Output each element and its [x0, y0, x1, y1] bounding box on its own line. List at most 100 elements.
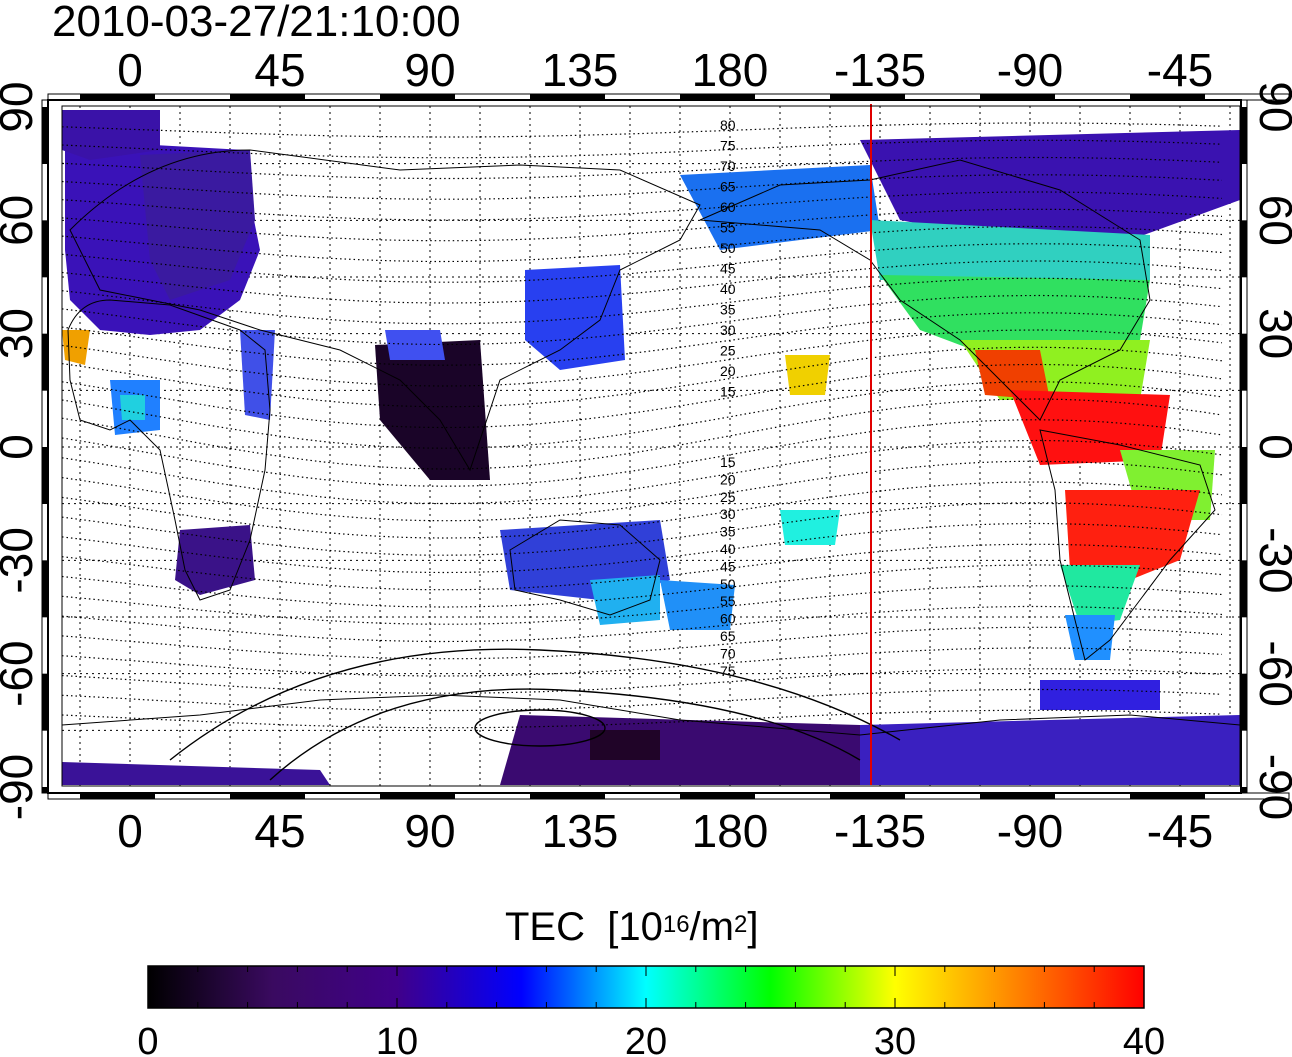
frame-bar-segment: [230, 94, 305, 100]
lon-tick-label-bottom: -45: [1147, 805, 1213, 857]
frame-bar-segment: [380, 793, 455, 799]
lon-tick-label-bottom: 45: [254, 805, 305, 857]
tec-region-east-africa: [240, 330, 275, 420]
coast-africa: [67, 299, 271, 601]
contour-label: 65: [720, 179, 736, 195]
tec-data-layer: [62, 110, 1240, 785]
frame-bar-segment: [42, 107, 48, 164]
tec-region-india: [375, 340, 490, 480]
contour-labels: 8075706560555045403530252015152025303540…: [720, 117, 736, 679]
contour-label: 55: [720, 220, 736, 236]
frame-bar-segment: [980, 793, 1055, 799]
colorbar-title-exp: 16: [662, 911, 690, 938]
contour-label: 50: [720, 240, 736, 256]
lat-tick-label-left: 0: [0, 434, 42, 460]
colorbar-ticks: [147, 966, 1145, 1008]
contour-line: [61, 329, 1223, 387]
tec-region-alaska: [680, 165, 880, 250]
left-latitude-labels: 90 60 30 0 -30 -60 -90: [0, 81, 42, 820]
contour-line: [61, 522, 1223, 574]
coast-north-america: [699, 159, 1151, 421]
contour-line: [61, 709, 1223, 729]
frame-bar-segment: [1241, 447, 1247, 504]
contour-line: [61, 668, 1223, 694]
lat-tick-label-right: 60: [1250, 195, 1292, 246]
frame-bar: [47, 792, 1290, 800]
frame-bar-segment: [42, 560, 48, 618]
contour-line: [61, 346, 1223, 408]
contour-line: [61, 564, 1223, 608]
contour-line: [61, 243, 1223, 283]
tec-region-argentina: [1060, 565, 1140, 625]
frame-bar-segment: [1241, 220, 1247, 278]
lon-tick-label-top: 90: [404, 44, 455, 96]
colorbar-title-main: TEC: [505, 905, 585, 949]
pole-contour-outer: [269, 688, 861, 781]
timestamp-title: 2010-03-27/21:10:00: [52, 0, 461, 46]
frame-bar-segment: [830, 94, 905, 100]
lon-tick-label-top: 45: [254, 44, 305, 96]
pole-contour-inner: [474, 709, 606, 747]
frame-bar-segment: [1241, 333, 1247, 391]
contour-line: [61, 174, 1223, 200]
colorbar-tick-label: 0: [137, 1021, 158, 1057]
contour-label: 20: [720, 363, 736, 379]
lat-tick-label-left: 90: [0, 81, 42, 132]
contour-label: 15: [720, 384, 736, 400]
contour-line: [61, 460, 1223, 522]
contour-label: 30: [720, 322, 736, 338]
contour-label: 35: [720, 302, 736, 318]
tec-region-mexico: [975, 350, 1050, 400]
frame-bar-segment: [42, 220, 48, 278]
contour-line: [61, 191, 1223, 221]
contour-label: 65: [720, 628, 736, 644]
tec-region-new-zealand: [660, 580, 735, 630]
tec-region-antarctica-core: [590, 730, 660, 760]
lat-tick-label-right: -30: [1250, 527, 1292, 593]
top-longitude-labels: 0 45 90 135 180 -135 -90 -45: [117, 44, 1213, 96]
colorbar-labels: 0 10 20 30 40: [137, 1021, 1165, 1057]
lon-tick-label-bottom: 180: [692, 805, 769, 857]
bottom-longitude-labels: 0 45 90 135 180 -135 -90 -45: [117, 805, 1213, 857]
tec-region-japan: [525, 265, 625, 370]
contour-label: 30: [720, 506, 736, 522]
contour-label: 25: [720, 489, 736, 505]
contour-label: 25: [720, 343, 736, 359]
lon-tick-label-top: -45: [1147, 44, 1213, 96]
tec-region-antarctica-west: [62, 762, 330, 785]
contour-label: 40: [720, 281, 736, 297]
tec-region-himalaya: [385, 330, 445, 360]
frame-bar-segment: [80, 94, 155, 100]
tec-region-canada: [860, 130, 1240, 240]
contour-line: [61, 481, 1223, 539]
lon-tick-label-top: 180: [692, 44, 769, 96]
tec-region-europe-east: [140, 150, 255, 300]
contour-line: [61, 208, 1223, 242]
map-frame-inner: [61, 105, 1241, 787]
colorbar-title-unit-mid: /m: [689, 905, 734, 949]
lon-tick-label-bottom: -135: [834, 805, 926, 857]
contour-label: 55: [720, 593, 736, 609]
contour-label: 60: [720, 611, 736, 627]
lat-tick-label-left: -60: [0, 640, 42, 706]
contour-label: 70: [720, 158, 736, 174]
frame-bar-segment: [530, 793, 605, 799]
coast-antarctica: [61, 694, 1241, 736]
contour-line: [61, 605, 1223, 643]
south-pole-contours: [169, 648, 901, 781]
lat-tick-label-right: -90: [1250, 754, 1292, 820]
colorbar-tick-label: 20: [625, 1021, 667, 1057]
contour-line: [61, 260, 1223, 304]
tec-region-antarctica-pacific: [860, 715, 1240, 785]
lon-tick-label-bottom: 90: [404, 805, 455, 857]
lat-tick-label-right: -60: [1250, 640, 1292, 706]
contour-label: 35: [720, 524, 736, 540]
tec-region-canada-south: [870, 220, 1150, 280]
contour-label: 15: [720, 454, 736, 470]
lat-tick-label-right: 0: [1250, 434, 1292, 460]
lat-tick-label-left: -30: [0, 527, 42, 593]
contour-line: [61, 543, 1223, 591]
colorbar-tick-label: 30: [874, 1021, 916, 1057]
lon-tick-label-top: 135: [542, 44, 619, 96]
